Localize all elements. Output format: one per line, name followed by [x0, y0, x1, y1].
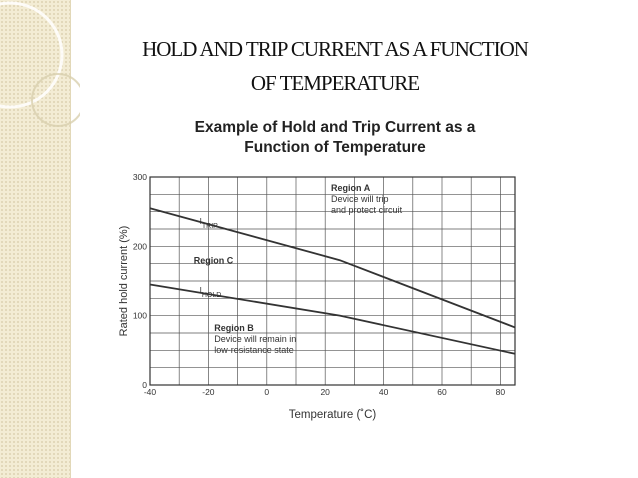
- slide-title: HOLD AND TRIP CURRENT AS A FUNCTION OF T…: [100, 32, 570, 100]
- plot-frame: [149, 176, 516, 386]
- slide-title-line-1: HOLD AND TRIP CURRENT AS A FUNCTION: [142, 37, 529, 61]
- x-tick-label: 40: [379, 387, 389, 397]
- region-c-title: Region C: [194, 256, 234, 266]
- y-tick-label: 100: [133, 311, 147, 321]
- sidebar-divider: [70, 0, 71, 478]
- region-a-text: and protect circuit: [331, 205, 403, 215]
- series-line-hold: [149, 283, 516, 355]
- x-tick-label: 20: [320, 387, 330, 397]
- x-tick-label: 60: [437, 387, 447, 397]
- chart-title: Example of Hold and Trip Current as a Fu…: [150, 118, 520, 158]
- chart-title-line-2: Function of Temperature: [244, 139, 426, 156]
- y-axis-label: Rated hold current (%): [118, 226, 130, 337]
- y-tick-label: 200: [133, 241, 147, 251]
- region-b-text: Device will remain in: [214, 334, 296, 344]
- slide-title-line-2: OF TEMPERATURE: [250, 71, 420, 95]
- x-axis-label: Temperature (˚C): [289, 409, 377, 421]
- x-tick-label: -20: [202, 387, 215, 397]
- region-a-text: Device will trip: [331, 194, 389, 204]
- y-tick-label: 0: [142, 380, 147, 390]
- region-c-annotation: Region C: [194, 256, 234, 266]
- region-a-title: Region A: [331, 183, 371, 193]
- x-tick-label: 0: [264, 387, 269, 397]
- x-tick-label: 80: [496, 387, 506, 397]
- decorative-sidebar: [0, 0, 70, 478]
- series-line-trip: [149, 207, 516, 329]
- series-label-trip: ITRIP: [200, 217, 219, 230]
- y-tick-label: 300: [133, 172, 147, 182]
- region-b-text: low-resistance state: [214, 345, 294, 355]
- series-label-hold: IHOLD: [200, 286, 222, 299]
- region-b-title: Region B: [214, 323, 254, 333]
- x-tick-label: -40: [144, 387, 157, 397]
- decorative-rings: [0, 1, 80, 127]
- chart-title-line-1: Example of Hold and Trip Current as a: [194, 119, 476, 136]
